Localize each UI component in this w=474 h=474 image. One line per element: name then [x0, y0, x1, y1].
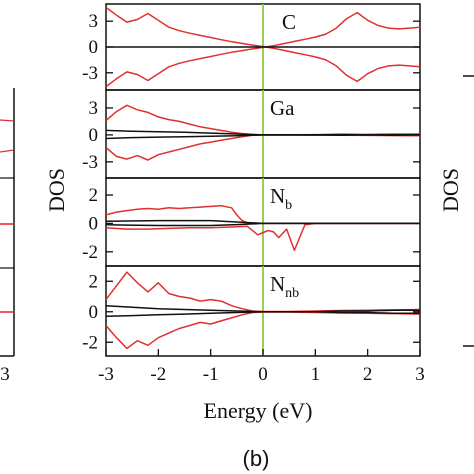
y-tick-label: -3: [82, 152, 98, 173]
x-tick-label: 3: [415, 364, 425, 385]
dos-series-line: [105, 222, 420, 227]
y-tick-label: -3: [82, 63, 98, 84]
x-tick-label: -3: [98, 364, 114, 385]
panel-label: (b): [243, 446, 270, 471]
y-tick-label: 0: [89, 213, 99, 234]
element-label: Ga: [270, 96, 295, 120]
y-tick-label: 3: [89, 11, 99, 32]
y-tick-label: 0: [89, 125, 99, 146]
y-tick-label: 0: [89, 302, 99, 323]
x-tick-label: 1: [311, 364, 321, 385]
left-panel-red-trace-2: [0, 149, 15, 153]
y-tick-label: 3: [89, 98, 99, 119]
dos-series-line: [105, 311, 420, 318]
y-tick-label: -2: [82, 332, 98, 353]
y-tick-label: 0: [89, 37, 99, 58]
right-panel-ylabel: DOS: [438, 168, 463, 212]
left-panel-xtick: 3: [0, 364, 10, 385]
y-axis-label: DOS: [44, 168, 69, 212]
element-label: Nb: [270, 184, 292, 213]
y-tick-label: -2: [82, 242, 98, 263]
element-label: C: [282, 10, 296, 34]
dos-series-line: [105, 133, 421, 140]
x-tick-label: 0: [258, 364, 268, 385]
x-tick-label: 2: [363, 364, 373, 385]
y-tick-label: 2: [89, 271, 99, 292]
x-tick-label: -1: [203, 364, 219, 385]
x-tick-label: -2: [150, 364, 166, 385]
dos-series-line: [105, 222, 420, 252]
y-tick-label: 2: [89, 185, 99, 206]
left-panel-red-trace-1: [0, 119, 15, 122]
element-label: Nnb: [270, 272, 299, 301]
x-axis-label: Energy (eV): [204, 398, 313, 423]
right-panel-fragment: DOS: [438, 75, 474, 347]
left-panel-fragment: 3: [0, 88, 15, 385]
